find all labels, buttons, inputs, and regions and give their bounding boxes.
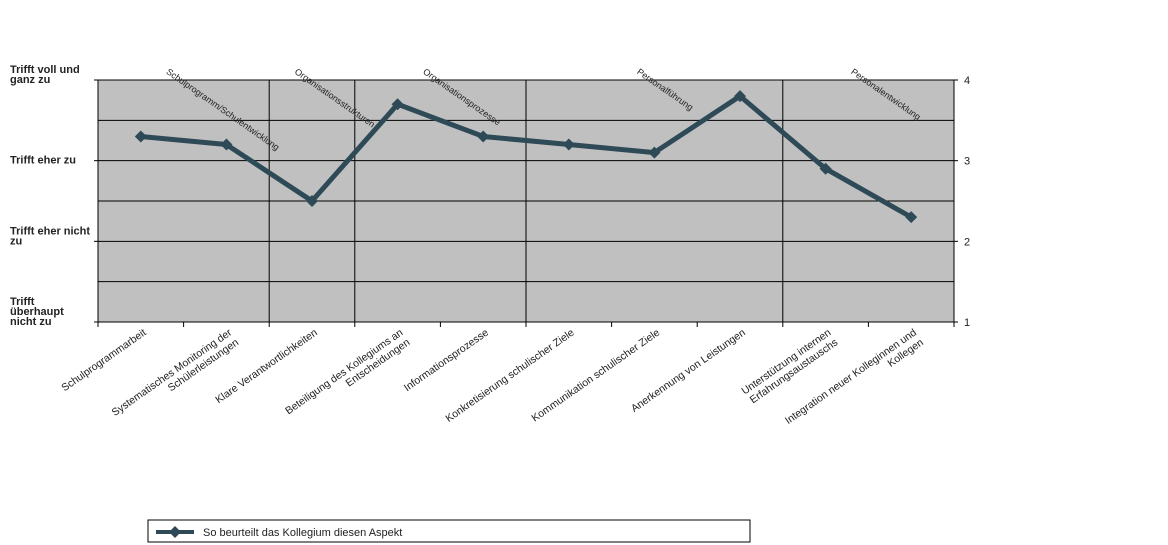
series-line	[134, 90, 918, 224]
data-point	[905, 211, 918, 224]
y-category-label: Trifft voll und ganz zu	[10, 64, 80, 86]
data-point	[819, 162, 832, 175]
data-point	[220, 138, 233, 151]
data-point	[477, 130, 490, 143]
right-tick-label: 2	[964, 236, 970, 248]
right-tick-label: 3	[964, 156, 970, 168]
y-category-label: Trifft eher zu	[10, 155, 76, 167]
legend: So beurteilt das Kollegium diesen Aspekt	[147, 519, 751, 543]
category-label: Informationsprozesse	[402, 327, 491, 394]
category-label: Schulprogrammarbeit	[59, 327, 148, 394]
series-line	[140, 93, 913, 220]
right-tick-label: 4	[964, 75, 970, 87]
group-separators	[268, 80, 784, 322]
data-point	[306, 195, 318, 207]
data-point	[562, 138, 575, 151]
x-axis-ticks	[97, 322, 955, 327]
legend-box	[147, 519, 751, 543]
left-axis-labels: Trifft voll und ganz zu Trifft eher zu Trif…	[10, 64, 90, 328]
legend-label: So beurteilt das Kollegium diesen Aspekt	[203, 527, 402, 539]
y-category-label: Trifft überhaupt nicht zu	[10, 296, 64, 328]
data-point	[648, 146, 661, 159]
right-tick-label: 1	[964, 317, 970, 329]
data-point	[734, 90, 746, 103]
legend-marker-swatch	[169, 526, 181, 538]
data-point	[134, 130, 147, 143]
data-point	[391, 98, 404, 111]
y-category-label: Trifft eher nicht zu	[10, 225, 90, 247]
right-axis: 1 2 3 4	[94, 75, 970, 329]
